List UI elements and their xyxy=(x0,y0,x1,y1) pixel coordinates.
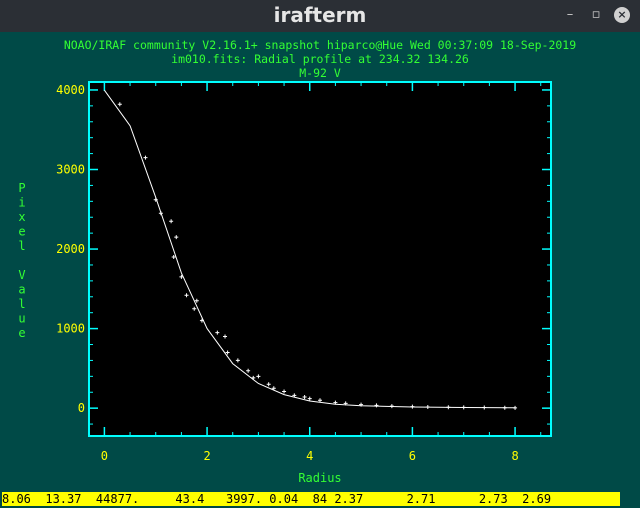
y-axis-label-char: l xyxy=(18,239,25,253)
x-axis-label: Radius xyxy=(298,471,341,485)
y-axis-label-char: x xyxy=(18,210,25,224)
data-point xyxy=(117,102,122,107)
minimize-icon[interactable]: – xyxy=(566,7,574,22)
window-title: irafterm xyxy=(273,3,367,27)
x-tick-label: 8 xyxy=(511,449,518,463)
data-point xyxy=(343,401,348,406)
data-point xyxy=(482,405,487,410)
data-point xyxy=(302,395,307,400)
status-line: 8.06 13.37 44877. 43.4 3997. 0.04 84 2.3… xyxy=(2,492,620,506)
y-axis-label-char: i xyxy=(18,196,25,210)
y-axis-label-char: l xyxy=(18,297,25,311)
y-axis-label-char: e xyxy=(18,225,25,239)
y-tick-label: 4000 xyxy=(56,83,85,97)
y-axis-label-char: P xyxy=(18,181,25,195)
data-point xyxy=(513,405,518,410)
x-tick-label: 0 xyxy=(101,449,108,463)
data-point xyxy=(194,298,199,303)
x-tick-label: 4 xyxy=(306,449,313,463)
y-tick-label: 0 xyxy=(78,401,85,415)
data-point xyxy=(502,405,507,410)
maximize-icon[interactable]: ▫ xyxy=(591,7,601,22)
plot-header-line3: M-92 V xyxy=(299,66,341,80)
data-point xyxy=(223,334,228,339)
y-axis-label-char: e xyxy=(18,326,25,340)
y-tick-label: 1000 xyxy=(56,322,85,336)
data-point xyxy=(171,255,176,260)
data-point xyxy=(410,404,415,409)
data-point xyxy=(158,211,163,216)
data-point xyxy=(199,318,204,323)
data-point xyxy=(215,330,220,335)
plot-frame xyxy=(88,81,552,437)
status-area: 8.06 13.37 44877. 43.4 3997. 0.04 84 2.3… xyxy=(0,490,640,508)
data-point xyxy=(169,219,174,224)
data-point xyxy=(192,306,197,311)
data-point xyxy=(174,235,179,240)
data-point xyxy=(256,374,261,379)
data-point xyxy=(184,293,189,298)
data-point xyxy=(425,404,430,409)
data-point xyxy=(251,375,256,380)
fit-curve xyxy=(103,89,516,409)
data-point xyxy=(318,398,322,403)
data-point xyxy=(292,393,297,398)
plot-header-line2: im010.fits: Radial profile at 234.32 134… xyxy=(171,52,469,66)
data-point xyxy=(446,405,451,410)
x-tick-label: 6 xyxy=(409,449,416,463)
data-point xyxy=(271,386,276,391)
data-point xyxy=(333,400,338,405)
x-tick-label: 2 xyxy=(203,449,210,463)
data-point xyxy=(307,396,312,401)
data-point xyxy=(359,402,364,407)
data-point xyxy=(461,405,466,410)
data-point xyxy=(266,382,271,387)
close-icon[interactable]: × xyxy=(614,7,630,23)
data-point xyxy=(246,368,251,373)
data-point xyxy=(389,404,394,409)
y-tick-label: 3000 xyxy=(56,163,85,177)
data-point xyxy=(225,350,230,355)
data-point xyxy=(235,358,240,363)
data-point xyxy=(282,389,287,394)
data-point xyxy=(143,155,148,160)
y-axis-label-char: a xyxy=(18,283,25,297)
y-tick-label: 2000 xyxy=(56,242,85,256)
data-point xyxy=(374,403,379,408)
y-axis-label-char: V xyxy=(18,268,25,282)
plot-header-line1: NOAO/IRAF community V2.16.1+ snapshot hi… xyxy=(63,38,577,52)
window-titlebar[interactable]: irafterm – ▫ × xyxy=(0,0,640,32)
y-axis-label-char: u xyxy=(18,312,25,326)
data-point xyxy=(153,197,158,202)
data-point xyxy=(179,274,184,279)
